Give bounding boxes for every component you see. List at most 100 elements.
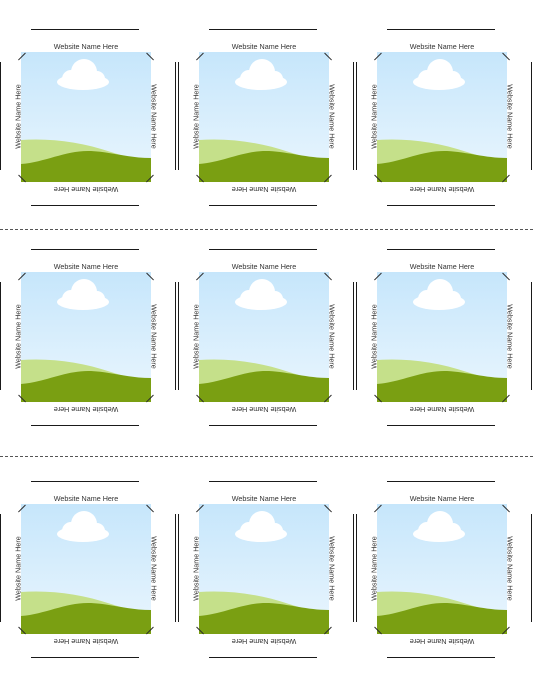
cut-guide-bottom bbox=[31, 425, 139, 427]
caption-right: Website Name Here bbox=[327, 84, 337, 149]
cloud-icon bbox=[413, 511, 465, 542]
hill-front bbox=[199, 150, 329, 182]
label-card: Website Name Here Website Name Here Webs… bbox=[356, 29, 533, 229]
cloud-icon bbox=[235, 279, 287, 310]
caption-right: Website Name Here bbox=[149, 536, 159, 601]
caption-right: Website Name Here bbox=[149, 304, 159, 369]
cut-guide-right bbox=[531, 62, 533, 170]
cut-guide-bottom bbox=[209, 205, 317, 207]
caption-bottom: Website Name Here bbox=[409, 405, 475, 414]
caption-top: Website Name Here bbox=[231, 262, 297, 271]
cut-guide-bottom bbox=[209, 657, 317, 659]
cloud-icon bbox=[235, 511, 287, 542]
cut-guide-top bbox=[387, 481, 495, 483]
cut-line bbox=[0, 456, 533, 457]
landscape-image bbox=[21, 272, 151, 402]
cut-guide-bottom bbox=[387, 425, 495, 427]
label-card: Website Name Here Website Name Here Webs… bbox=[356, 249, 533, 449]
caption-bottom: Website Name Here bbox=[231, 405, 297, 414]
caption-top: Website Name Here bbox=[231, 42, 297, 51]
hill-front bbox=[377, 150, 507, 182]
cut-guide-right bbox=[175, 282, 177, 390]
cut-guide-left bbox=[0, 62, 2, 170]
cut-guide-top bbox=[31, 481, 139, 483]
hill-front bbox=[21, 150, 151, 182]
label-card: Website Name Here Website Name Here Webs… bbox=[0, 481, 177, 681]
cut-guide-bottom bbox=[31, 657, 139, 659]
caption-bottom: Website Name Here bbox=[409, 185, 475, 194]
caption-bottom: Website Name Here bbox=[231, 637, 297, 646]
label-card: Website Name Here Website Name Here Webs… bbox=[356, 481, 533, 681]
cut-guide-top bbox=[209, 29, 317, 31]
hill-front bbox=[199, 370, 329, 402]
landscape-image bbox=[21, 504, 151, 634]
label-card: Website Name Here Website Name Here Webs… bbox=[178, 29, 355, 229]
cut-guide-top bbox=[387, 249, 495, 251]
cut-guide-left bbox=[0, 282, 2, 390]
caption-top: Website Name Here bbox=[409, 494, 475, 503]
caption-top: Website Name Here bbox=[53, 494, 119, 503]
caption-bottom: Website Name Here bbox=[53, 637, 119, 646]
caption-left: Website Name Here bbox=[369, 304, 379, 369]
cloud-icon bbox=[57, 279, 109, 310]
cut-guide-bottom bbox=[209, 425, 317, 427]
caption-right: Website Name Here bbox=[149, 84, 159, 149]
caption-left: Website Name Here bbox=[13, 84, 23, 149]
hill-front bbox=[377, 602, 507, 634]
cut-guide-bottom bbox=[31, 205, 139, 207]
caption-left: Website Name Here bbox=[369, 84, 379, 149]
cut-guide-left bbox=[356, 282, 358, 390]
hill-front bbox=[199, 602, 329, 634]
caption-top: Website Name Here bbox=[231, 494, 297, 503]
landscape-image bbox=[21, 52, 151, 182]
cloud-icon bbox=[57, 511, 109, 542]
cut-guide-top bbox=[209, 481, 317, 483]
cut-line bbox=[0, 229, 533, 230]
caption-right: Website Name Here bbox=[505, 304, 515, 369]
caption-left: Website Name Here bbox=[13, 536, 23, 601]
cut-guide-right bbox=[353, 282, 355, 390]
cut-guide-right bbox=[175, 514, 177, 622]
caption-bottom: Website Name Here bbox=[53, 405, 119, 414]
caption-bottom: Website Name Here bbox=[231, 185, 297, 194]
label-card: Website Name Here Website Name Here Webs… bbox=[178, 249, 355, 449]
cut-guide-right bbox=[353, 514, 355, 622]
landscape-image bbox=[199, 272, 329, 402]
cloud-icon bbox=[413, 59, 465, 90]
cut-guide-top bbox=[209, 249, 317, 251]
label-card: Website Name Here Website Name Here Webs… bbox=[0, 29, 177, 229]
landscape-image bbox=[377, 272, 507, 402]
cut-guide-left bbox=[356, 514, 358, 622]
label-card: Website Name Here Website Name Here Webs… bbox=[0, 249, 177, 449]
landscape-image bbox=[377, 504, 507, 634]
cut-guide-top bbox=[31, 249, 139, 251]
caption-top: Website Name Here bbox=[53, 262, 119, 271]
caption-top: Website Name Here bbox=[409, 42, 475, 51]
cut-guide-top bbox=[31, 29, 139, 31]
cut-guide-left bbox=[356, 62, 358, 170]
label-card: Website Name Here Website Name Here Webs… bbox=[178, 481, 355, 681]
hill-front bbox=[21, 370, 151, 402]
cut-guide-right bbox=[531, 282, 533, 390]
cut-guide-bottom bbox=[387, 205, 495, 207]
cut-guide-top bbox=[387, 29, 495, 31]
caption-right: Website Name Here bbox=[327, 304, 337, 369]
cut-guide-left bbox=[178, 282, 180, 390]
cut-guide-right bbox=[175, 62, 177, 170]
caption-left: Website Name Here bbox=[191, 304, 201, 369]
cut-guide-left bbox=[178, 514, 180, 622]
cut-guide-left bbox=[0, 514, 2, 622]
hill-front bbox=[377, 370, 507, 402]
cut-guide-left bbox=[178, 62, 180, 170]
caption-left: Website Name Here bbox=[369, 536, 379, 601]
caption-top: Website Name Here bbox=[53, 42, 119, 51]
caption-bottom: Website Name Here bbox=[409, 637, 475, 646]
hill-front bbox=[21, 602, 151, 634]
caption-right: Website Name Here bbox=[505, 536, 515, 601]
cloud-icon bbox=[57, 59, 109, 90]
caption-left: Website Name Here bbox=[191, 536, 201, 601]
caption-bottom: Website Name Here bbox=[53, 185, 119, 194]
landscape-image bbox=[199, 504, 329, 634]
cut-guide-right bbox=[531, 514, 533, 622]
cloud-icon bbox=[235, 59, 287, 90]
